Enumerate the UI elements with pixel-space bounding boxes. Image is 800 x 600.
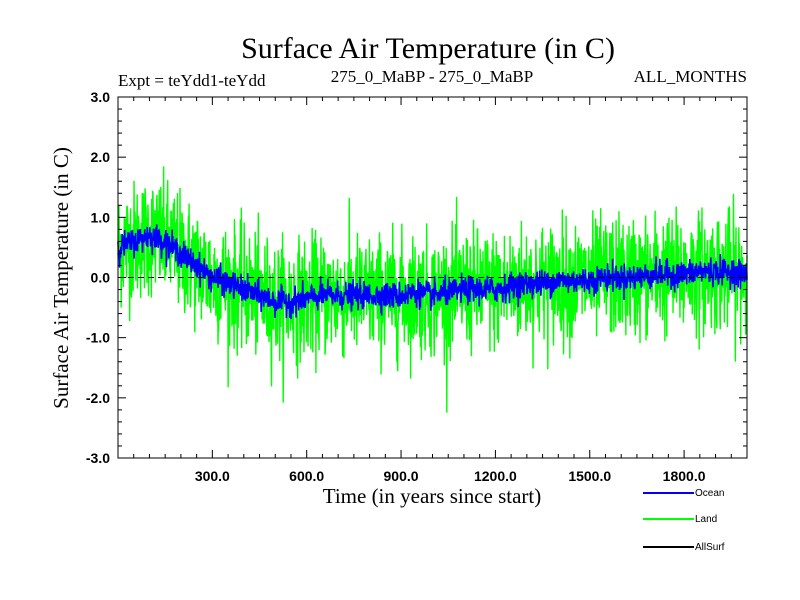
y-tick-label: 0.0 xyxy=(91,270,111,286)
chart-subtitle-center: 275_0_MaBP - 275_0_MaBP xyxy=(331,67,533,86)
ticks-layer xyxy=(118,97,747,458)
chart-subtitle-left: Expt = teYdd1-teYdd xyxy=(118,71,266,90)
y-tick-label: 3.0 xyxy=(91,89,111,105)
series-layer xyxy=(117,166,748,413)
legend: Ocean Land AllSurf xyxy=(643,488,725,553)
chart-title: Surface Air Temperature (in C) xyxy=(241,32,615,65)
y-tick-label: -2.0 xyxy=(86,390,110,406)
x-tick-label: 1200.0 xyxy=(474,468,517,484)
x-tick-labels: 300.0 600.0 900.0 1200.0 1500.0 1800.0 xyxy=(195,468,706,484)
chart-subtitle-right: ALL_MONTHS xyxy=(634,67,747,86)
x-tick-label: 1500.0 xyxy=(568,468,611,484)
x-tick-label: 900.0 xyxy=(384,468,419,484)
series-line-ocean xyxy=(117,224,748,320)
y-tick-label: 1.0 xyxy=(91,209,111,225)
legend-label-land: Land xyxy=(695,514,717,525)
legend-label-allsurf: AllSurf xyxy=(695,542,725,553)
legend-label-ocean: Ocean xyxy=(695,488,724,499)
y-tick-label: 2.0 xyxy=(91,149,111,165)
y-tick-labels: -3.0 -2.0 -1.0 0.0 1.0 2.0 3.0 xyxy=(86,89,110,466)
x-tick-label: 300.0 xyxy=(195,468,230,484)
x-axis-label: Time (in years since start) xyxy=(323,484,542,508)
x-tick-label: 1800.0 xyxy=(663,468,706,484)
x-tick-label: 600.0 xyxy=(289,468,324,484)
y-axis-label: Surface Air Temperature (in C) xyxy=(49,147,73,409)
y-tick-label: -3.0 xyxy=(86,450,110,466)
y-tick-label: -1.0 xyxy=(86,330,110,346)
